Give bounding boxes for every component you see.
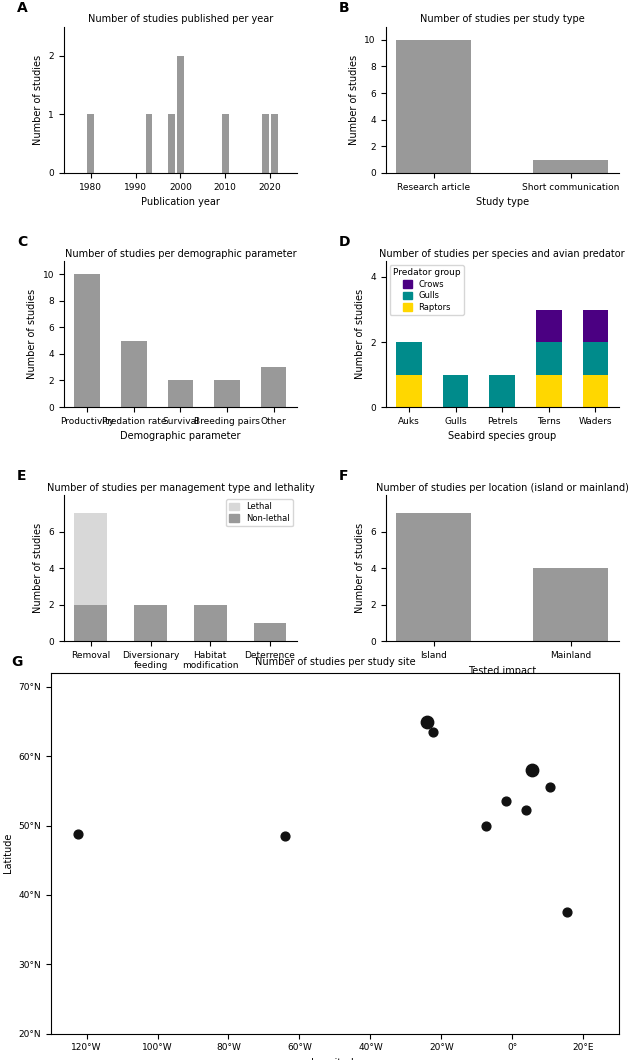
Title: Number of studies per study site: Number of studies per study site [255, 657, 415, 667]
X-axis label: Seabird species group: Seabird species group [448, 431, 556, 441]
X-axis label: Management type: Management type [136, 676, 225, 686]
Text: E: E [17, 470, 27, 483]
X-axis label: Publication year: Publication year [141, 197, 220, 207]
Point [527, 762, 537, 779]
X-axis label: Tested impact: Tested impact [468, 666, 537, 675]
Title: Number of studies per study type: Number of studies per study type [420, 15, 584, 24]
Point [501, 793, 511, 810]
Y-axis label: Number of studies: Number of studies [33, 523, 43, 613]
Bar [396, 513, 471, 641]
Text: G: G [11, 655, 23, 669]
Y-axis label: Number of studies: Number of studies [355, 523, 364, 613]
Point [427, 724, 438, 741]
Bar [87, 114, 94, 173]
X-axis label: Study type: Study type [476, 197, 529, 207]
Bar [396, 342, 422, 374]
Bar [261, 367, 286, 407]
X-axis label: Demographic parameter: Demographic parameter [120, 431, 241, 441]
Bar [262, 114, 269, 173]
Bar [145, 114, 152, 173]
Text: A: A [17, 1, 28, 15]
Title: Number of studies per species and avian predator: Number of studies per species and avian … [380, 248, 625, 259]
Point [73, 826, 83, 843]
Bar [396, 374, 422, 407]
Title: Number of studies per location (island or mainland): Number of studies per location (island o… [376, 482, 628, 493]
X-axis label: Longitude: Longitude [311, 1058, 359, 1060]
Legend: Crows, Gulls, Raptors: Crows, Gulls, Raptors [390, 265, 464, 315]
Bar [253, 623, 286, 641]
Bar [168, 381, 193, 407]
Bar [75, 513, 107, 604]
Bar [396, 40, 471, 173]
Point [521, 801, 531, 818]
Point [422, 713, 433, 730]
Bar [177, 56, 184, 173]
Legend: Lethal, Non-lethal: Lethal, Non-lethal [226, 499, 293, 526]
Y-axis label: Number of studies: Number of studies [27, 288, 37, 379]
Title: Number of studies published per year: Number of studies published per year [88, 15, 273, 24]
Bar [536, 310, 561, 342]
Bar [533, 568, 608, 641]
Text: C: C [17, 235, 27, 249]
Bar [214, 381, 240, 407]
Text: B: B [339, 1, 350, 15]
Y-axis label: Number of studies: Number of studies [349, 55, 359, 145]
Point [280, 828, 290, 845]
Bar [75, 275, 100, 407]
Bar [134, 604, 167, 641]
Point [562, 904, 572, 921]
Bar [222, 114, 228, 173]
Bar [533, 160, 608, 173]
Title: Number of studies per demographic parameter: Number of studies per demographic parame… [64, 248, 296, 259]
Bar [443, 374, 468, 407]
Bar [489, 374, 515, 407]
Bar [194, 604, 226, 641]
Point [545, 779, 555, 796]
Y-axis label: Latitude: Latitude [3, 833, 13, 873]
Bar [582, 342, 608, 374]
Text: F: F [339, 470, 348, 483]
Y-axis label: Number of studies: Number of studies [355, 288, 364, 379]
Bar [168, 114, 175, 173]
Bar [536, 374, 561, 407]
Bar [271, 114, 278, 173]
Bar [536, 342, 561, 374]
Text: D: D [339, 235, 350, 249]
Y-axis label: Number of studies: Number of studies [33, 55, 43, 145]
Bar [582, 310, 608, 342]
Bar [121, 340, 147, 407]
Bar [75, 604, 107, 641]
Bar [582, 374, 608, 407]
Point [480, 817, 491, 834]
Title: Number of studies per management type and lethality: Number of studies per management type an… [47, 482, 315, 493]
